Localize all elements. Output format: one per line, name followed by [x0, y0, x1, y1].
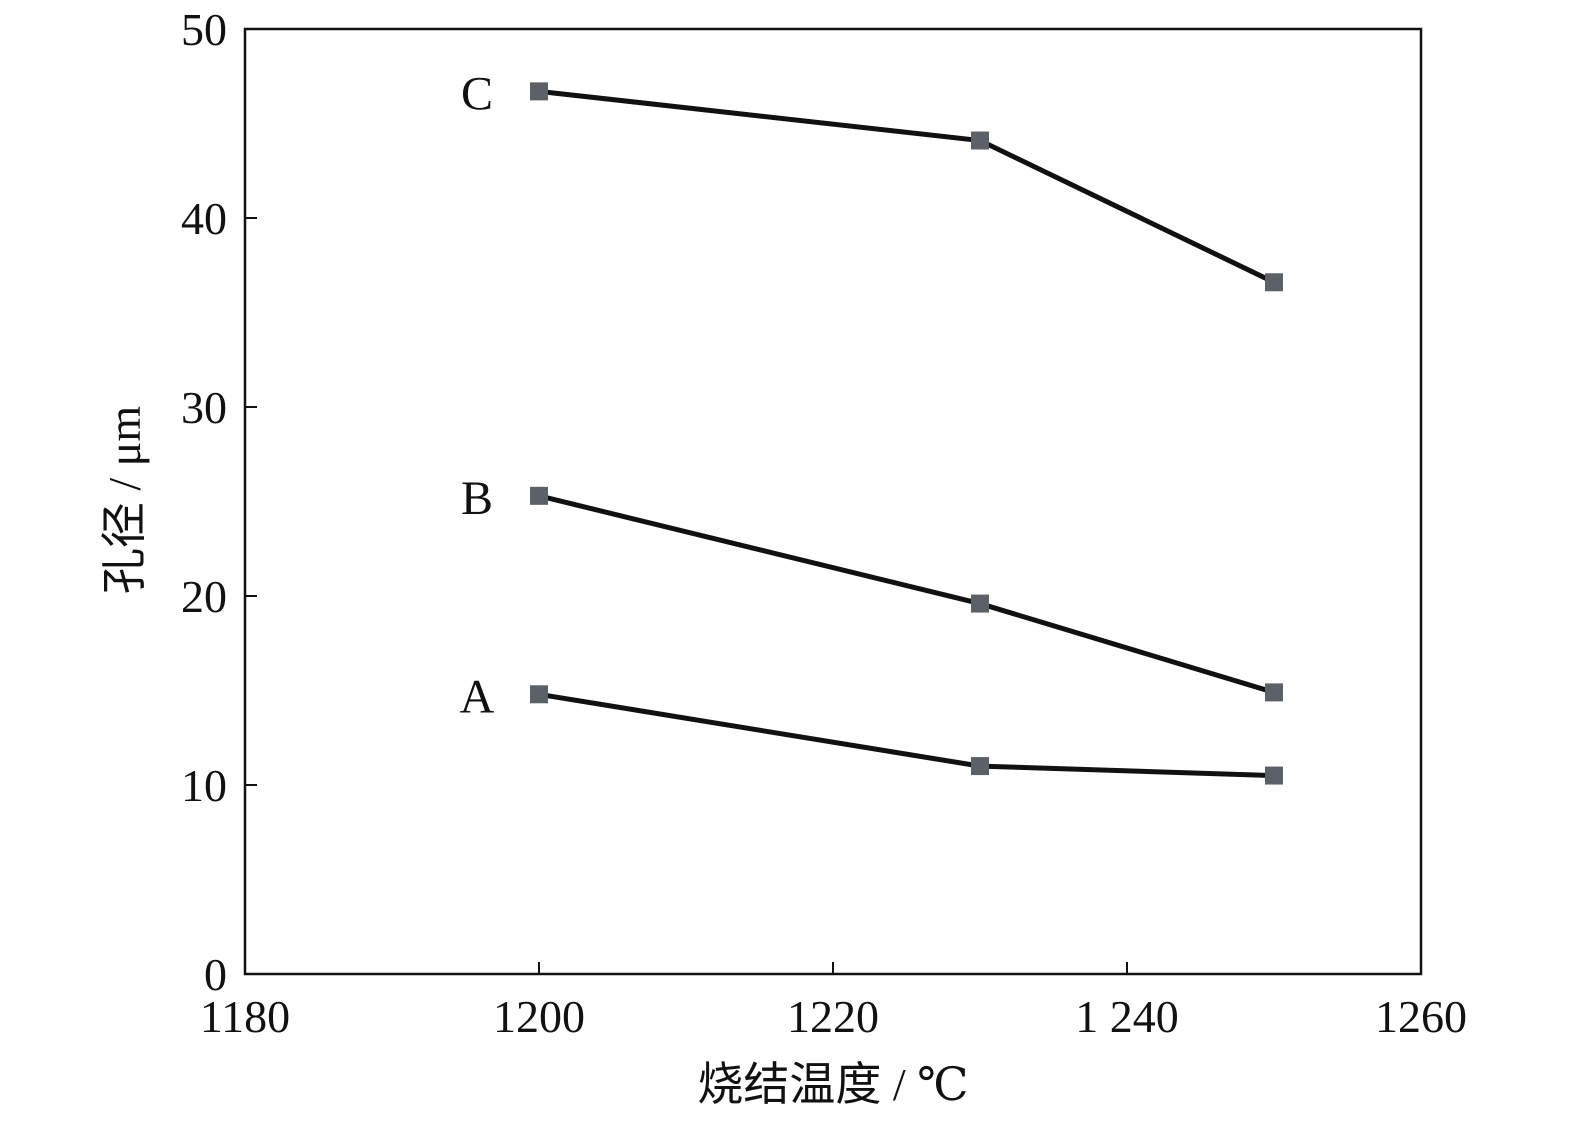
- series-label: C: [461, 67, 493, 120]
- data-point: [530, 82, 548, 101]
- y-tick-label: 50: [181, 4, 227, 55]
- data-point: [1265, 683, 1283, 702]
- series-C: C: [461, 67, 1283, 292]
- series-A: A: [460, 670, 1283, 785]
- y-tick-label: 20: [181, 571, 227, 622]
- data-point: [1265, 273, 1283, 292]
- data-point: [971, 594, 989, 613]
- data-point: [530, 685, 548, 704]
- series-line: [538, 88, 1276, 285]
- series-label: B: [461, 472, 493, 525]
- x-tick-label: 1220: [787, 991, 879, 1042]
- y-tick-label: 10: [181, 760, 227, 811]
- data-point: [1265, 766, 1283, 785]
- series-line: [538, 691, 1275, 779]
- data-point: [971, 131, 989, 150]
- y-tick-label: 40: [181, 193, 227, 244]
- plot-frame: [243, 27, 1423, 976]
- series-B: B: [461, 472, 1283, 702]
- x-tick-label: 1180: [200, 991, 290, 1042]
- x-tick-label: 1260: [1375, 991, 1467, 1042]
- y-tick-label: 0: [204, 949, 227, 1000]
- x-tick-label: 1 240: [1075, 991, 1179, 1042]
- series-label: A: [460, 670, 495, 723]
- y-axis-label: 孔径 / μm: [99, 406, 150, 594]
- x-tick-label: 1200: [493, 991, 585, 1042]
- data-point: [530, 486, 548, 505]
- y-tick-label: 30: [181, 382, 227, 433]
- series-line: [538, 493, 1275, 695]
- x-axis-label: 烧结温度 / ℃: [697, 1059, 968, 1110]
- data-point: [971, 757, 989, 776]
